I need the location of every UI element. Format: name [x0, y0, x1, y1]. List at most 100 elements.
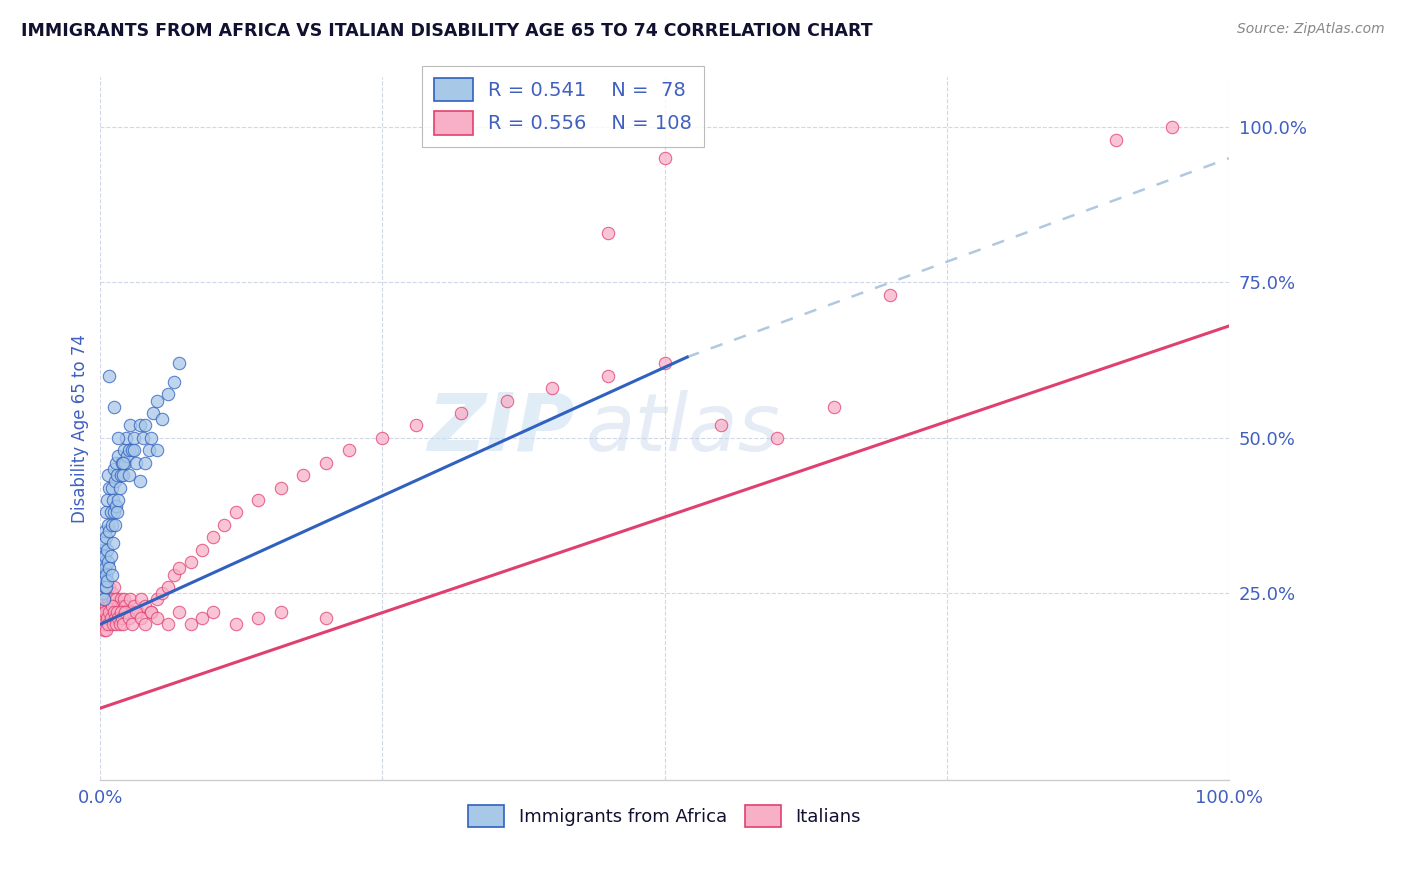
Point: [107, 493, 129, 508]
Point: [115, 431, 138, 445]
Point: [93, 624, 115, 638]
Point: [90, 555, 112, 569]
Point: [97, 555, 120, 569]
Point: [146, 443, 169, 458]
Point: [108, 481, 131, 495]
Point: [94, 530, 117, 544]
Point: [270, 605, 292, 619]
Point: [94, 580, 117, 594]
Point: [91, 567, 114, 582]
Point: [315, 456, 337, 470]
Point: [100, 586, 122, 600]
Point: [98, 580, 121, 594]
Point: [93, 586, 115, 600]
Point: [100, 605, 122, 619]
Point: [105, 605, 128, 619]
Point: [94, 580, 117, 594]
Point: [110, 468, 132, 483]
Point: [100, 605, 122, 619]
Point: [598, 368, 620, 383]
Point: [100, 611, 122, 625]
Point: [97, 468, 120, 483]
Point: [114, 599, 136, 613]
Point: [114, 456, 136, 470]
Point: [139, 431, 162, 445]
Point: [98, 605, 121, 619]
Point: [118, 592, 141, 607]
Point: [117, 443, 139, 458]
Point: [104, 517, 127, 532]
Point: [98, 524, 121, 538]
Point: [100, 567, 122, 582]
Point: [111, 456, 134, 470]
Text: atlas: atlas: [586, 390, 780, 467]
Point: [97, 611, 120, 625]
Point: [710, 418, 733, 433]
Point: [107, 599, 129, 613]
Point: [125, 456, 148, 470]
Point: [371, 431, 394, 445]
Point: [157, 387, 180, 401]
Point: [94, 617, 117, 632]
Point: [94, 524, 117, 538]
Point: [139, 605, 162, 619]
Text: IMMIGRANTS FROM AFRICA VS ITALIAN DISABILITY AGE 65 TO 74 CORRELATION CHART: IMMIGRANTS FROM AFRICA VS ITALIAN DISABI…: [21, 22, 873, 40]
Point: [91, 599, 114, 613]
Point: [98, 599, 121, 613]
Point: [103, 462, 125, 476]
Point: [91, 549, 114, 563]
Point: [103, 400, 125, 414]
Point: [100, 505, 122, 519]
Point: [111, 605, 134, 619]
Point: [90, 567, 112, 582]
Point: [117, 605, 139, 619]
Point: [138, 443, 160, 458]
Point: [146, 611, 169, 625]
Point: [202, 530, 225, 544]
Point: [157, 617, 180, 632]
Point: [180, 617, 202, 632]
Point: [225, 617, 247, 632]
Point: [598, 226, 620, 240]
Point: [142, 406, 165, 420]
Point: [96, 542, 118, 557]
Point: [129, 592, 152, 607]
Point: [93, 574, 115, 588]
Point: [169, 561, 191, 575]
Point: [98, 481, 121, 495]
Point: [114, 605, 136, 619]
Point: [94, 592, 117, 607]
Point: [97, 592, 120, 607]
Point: [117, 450, 139, 464]
Point: [94, 580, 117, 594]
Point: [152, 586, 174, 600]
Point: [121, 605, 143, 619]
Point: [128, 418, 150, 433]
Point: [93, 617, 115, 632]
Point: [103, 505, 125, 519]
Point: [540, 381, 562, 395]
Point: [96, 586, 118, 600]
Point: [191, 611, 214, 625]
Point: [90, 580, 112, 594]
Point: [90, 592, 112, 607]
Point: [134, 418, 156, 433]
Point: [107, 611, 129, 625]
Point: [111, 468, 134, 483]
Point: [125, 605, 148, 619]
Point: [94, 611, 117, 625]
Point: [117, 468, 139, 483]
Point: [225, 505, 247, 519]
Point: [122, 431, 145, 445]
Point: [191, 542, 214, 557]
Point: [98, 561, 121, 575]
Point: [101, 536, 124, 550]
Point: [96, 574, 118, 588]
Point: [110, 605, 132, 619]
Point: [111, 599, 134, 613]
Point: [101, 611, 124, 625]
Point: [146, 592, 169, 607]
Point: [101, 592, 124, 607]
Point: [94, 574, 117, 588]
Point: [180, 555, 202, 569]
